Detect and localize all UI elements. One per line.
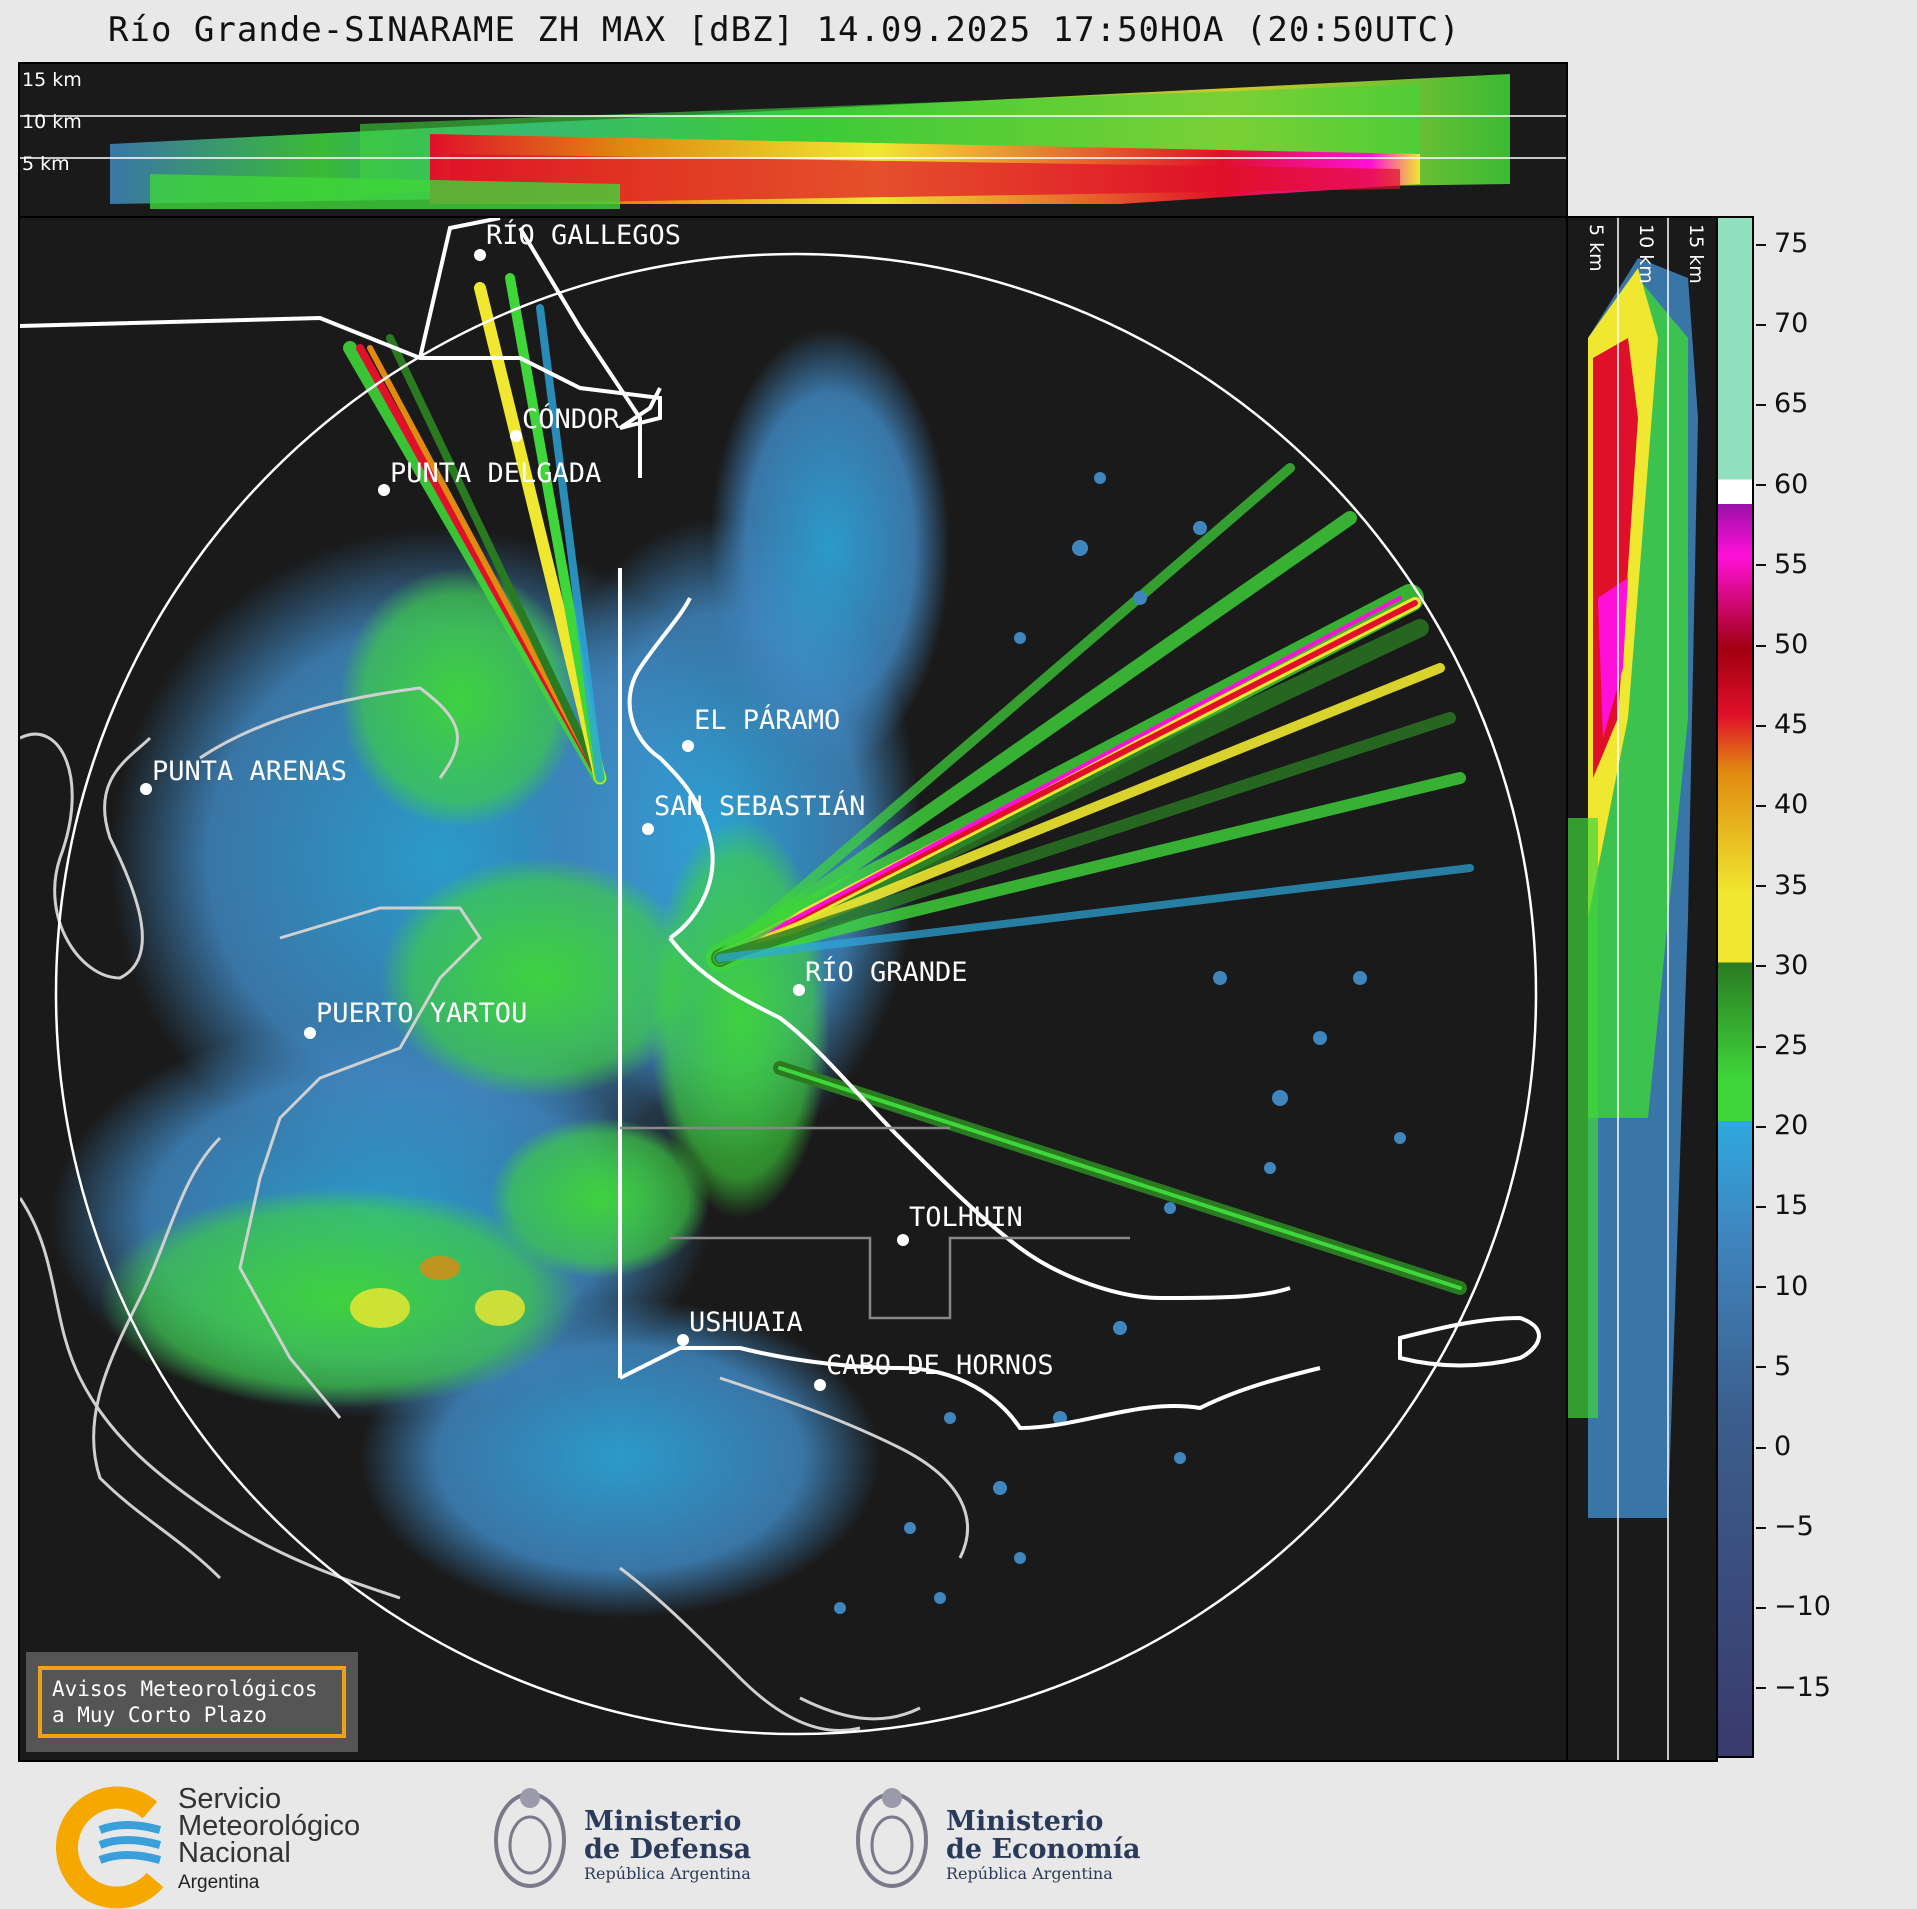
colorbar-tick: 75 [1756,228,1808,259]
notice-line2: a Muy Corto Plazo [52,1703,267,1727]
colorbar-tick: −5 [1756,1511,1814,1542]
colorbar-tick: 5 [1756,1351,1791,1382]
side-alt-15km: 15 km [1685,224,1707,284]
borders [20,218,1541,1431]
svg-text:PUERTO YARTOU: PUERTO YARTOU [316,998,527,1029]
colorbar-tick: 60 [1756,469,1808,500]
city-condor: CÓNDOR [510,403,620,442]
svg-text:CABO DE HORNOS: CABO DE HORNOS [826,1350,1054,1381]
top-alt-5km: 5 km [22,153,70,175]
radial-spikes [343,273,1474,1295]
speckles [834,472,1406,1614]
top-alt-10km: 10 km [22,111,82,133]
cities: RÍO GALLEGOS CÓNDOR PUNTA DELGADA EL PÁR… [140,219,1054,1391]
svg-text:PUNTA ARENAS: PUNTA ARENAS [152,756,347,787]
svg-text:SAN SEBASTIÁN: SAN SEBASTIÁN [654,790,865,822]
colorbar-tick: 70 [1756,308,1808,339]
colorbar-tick: 15 [1756,1190,1808,1221]
colorbar-tick: 35 [1756,870,1808,901]
city-rio-gallegos: RÍO GALLEGOS [474,219,681,261]
city-punta-arenas: PUNTA ARENAS [140,756,347,795]
colorbar-tick: 0 [1756,1431,1791,1462]
range-ring [54,252,1538,1736]
colorbar-tick: −10 [1756,1591,1831,1622]
city-el-paramo: EL PÁRAMO [682,704,840,752]
defensa-name: Ministerio de Defensa República Argentin… [584,1806,752,1884]
colorbar-tick: 10 [1756,1271,1808,1302]
colorbar-tick: 30 [1756,950,1808,981]
city-cabo-de-hornos: CABO DE HORNOS [814,1350,1054,1391]
svg-text:USHUAIA: USHUAIA [689,1307,803,1338]
colorbar-tick: 25 [1756,1030,1808,1061]
page-title: Río Grande-SINARAME ZH MAX [dBZ] 14.09.2… [108,10,1461,50]
smn-line2: Meteorológico [178,1810,361,1842]
notice-box: Avisos Meteorológicos a Muy Corto Plazo [26,1652,358,1752]
side-alt-10km: 10 km [1635,224,1657,284]
city-puerto-yartou: PUERTO YARTOU [304,998,527,1039]
coastlines [20,686,969,1733]
dbz-colorbar [1716,216,1754,1758]
colorbar-tick: 20 [1756,1110,1808,1141]
smn-country: Argentina [178,1872,260,1893]
smn-line3: Nacional [178,1837,291,1869]
smn-name: Servicio Meteorológico Nacional Argentin… [178,1783,361,1896]
colorbar-tick: 40 [1756,789,1808,820]
notice-line1: Avisos Meteorológicos [52,1677,318,1701]
side-alt-5km: 5 km [1585,224,1607,272]
smn-line1: Servicio [178,1783,282,1815]
smn-logo-icon [55,1786,164,1909]
footer [0,1770,1917,1909]
economia-name: Ministerio de Economía República Argenti… [946,1806,1141,1884]
colorbar-tick: 45 [1756,709,1808,740]
svg-text:RÍO GRANDE: RÍO GRANDE [805,956,968,988]
top-alt-15km: 15 km [22,69,82,91]
svg-text:CÓNDOR: CÓNDOR [522,403,620,435]
defensa-seal-icon [494,1788,566,1888]
top-cross-section-panel: 15 km 10 km 5 km [18,62,1568,218]
colorbar-tick: 55 [1756,549,1808,580]
radar-map-panel: RÍO GALLEGOS CÓNDOR PUNTA DELGADA EL PÁR… [18,216,1568,1762]
colorbar-tick: −15 [1756,1672,1831,1703]
city-ushuaia: USHUAIA [677,1307,803,1346]
colorbar-tick: 65 [1756,388,1808,419]
economia-seal-icon [856,1788,928,1888]
city-punta-delgada: PUNTA DELGADA [378,458,601,496]
svg-text:PUNTA DELGADA: PUNTA DELGADA [390,458,601,489]
colorbar-tick: 50 [1756,629,1808,660]
province-lines [620,1126,1130,1320]
svg-text:RÍO GALLEGOS: RÍO GALLEGOS [486,219,681,251]
side-cross-section-panel: 5 km 10 km 15 km [1566,216,1718,1762]
city-san-sebastian: SAN SEBASTIÁN [642,790,865,835]
city-rio-grande: RÍO GRANDE [793,956,968,996]
city-tolhuin: TOLHUIN [897,1202,1023,1246]
svg-text:TOLHUIN: TOLHUIN [909,1202,1023,1233]
svg-text:EL PÁRAMO: EL PÁRAMO [694,704,840,736]
